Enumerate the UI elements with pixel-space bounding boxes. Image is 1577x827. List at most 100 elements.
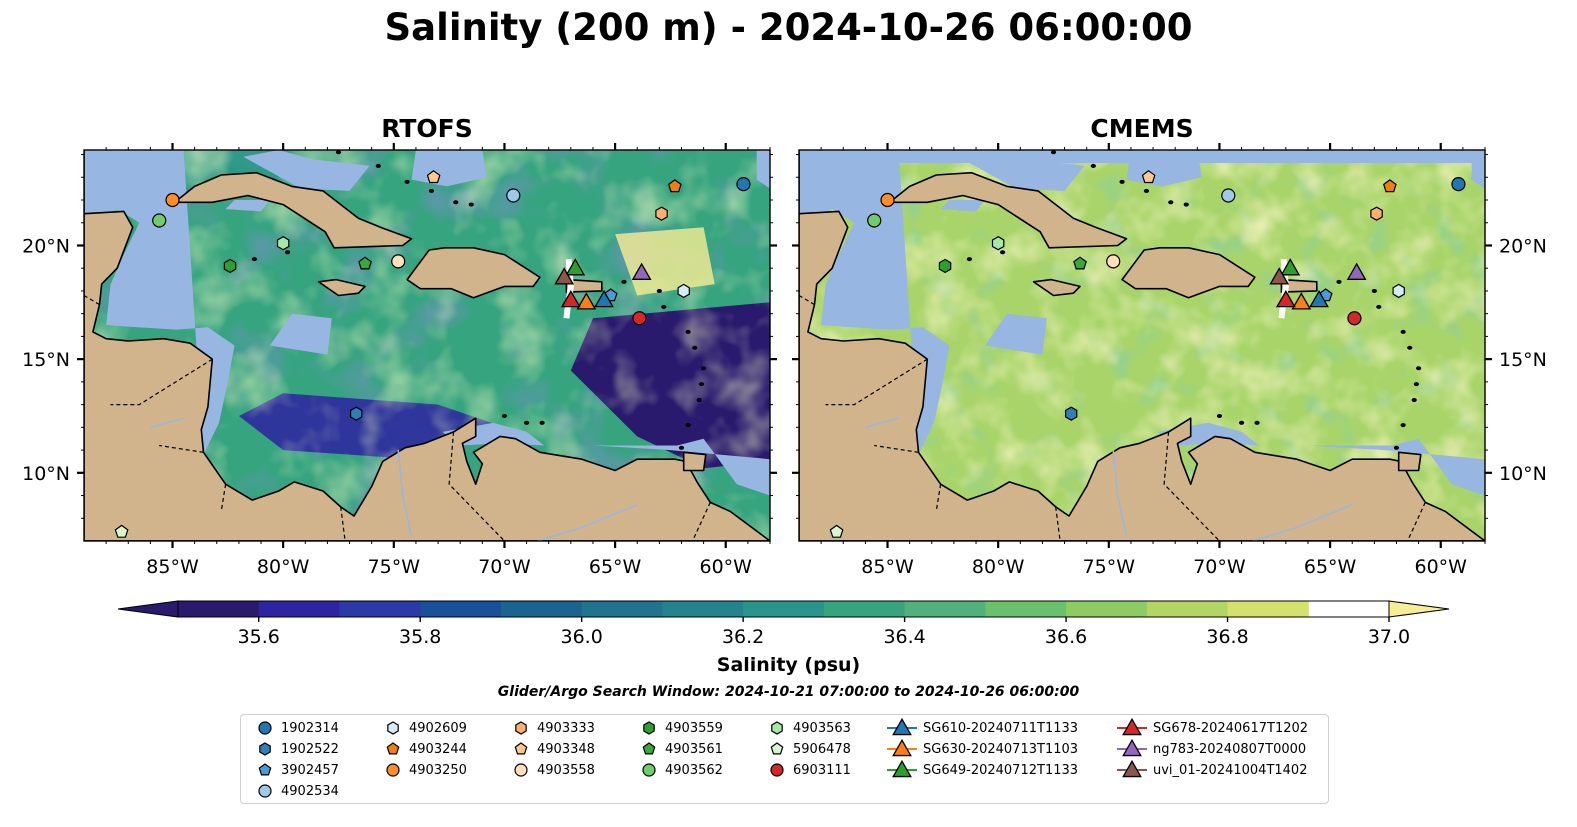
obs-marker-SG610-20240711T1133 bbox=[594, 289, 614, 308]
small-island bbox=[1411, 398, 1417, 403]
small-island bbox=[1336, 279, 1342, 284]
obs-marker-SG630-20240713T1103 bbox=[576, 292, 597, 310]
legend-marker-icon bbox=[386, 742, 400, 755]
lat-tick-label: 20°N bbox=[1499, 235, 1547, 257]
colorbar: 35.6 35.8 36.0 36.2 36.4 36.6 36.8 37.0 bbox=[117, 600, 1450, 648]
legend-label: 4902534 bbox=[281, 783, 339, 799]
country-border bbox=[825, 358, 928, 406]
figure-title: Salinity (200 m) - 2024-10-26 06:00:00 bbox=[384, 6, 1193, 49]
colorbar-segment bbox=[985, 601, 1067, 617]
legend-marker-icon bbox=[770, 742, 784, 755]
small-island bbox=[692, 345, 698, 350]
obs-marker-SG678-20240617T1202 bbox=[560, 289, 581, 308]
legend-marker-icon bbox=[642, 742, 656, 755]
colorbar-tick-label: 35.8 bbox=[399, 626, 441, 648]
obs-marker-4902609 bbox=[677, 283, 690, 299]
legend-marker-icon bbox=[1117, 760, 1147, 778]
obs-marker-SG649-20240712T1133 bbox=[1280, 258, 1301, 276]
lon-tick-label: 85°W bbox=[861, 556, 914, 578]
obs-marker-1902314 bbox=[736, 176, 751, 192]
lon-tick-label: 65°W bbox=[1304, 556, 1357, 578]
shallow-shelf bbox=[799, 150, 950, 455]
legend-label: ng783-20240807T0000 bbox=[1153, 741, 1307, 757]
land-cuba bbox=[888, 171, 1128, 249]
small-island bbox=[468, 202, 474, 207]
small-island bbox=[661, 304, 667, 309]
colorbar-segment bbox=[1066, 601, 1148, 617]
obs-marker-4902534 bbox=[506, 188, 521, 203]
legend-symbol bbox=[514, 763, 528, 777]
legend-marker-icon bbox=[259, 742, 271, 756]
lon-tick-label: 80°W bbox=[257, 556, 310, 578]
legend-symbol bbox=[1122, 718, 1142, 736]
colorbar-segment bbox=[500, 601, 583, 617]
lon-tick-label: 75°W bbox=[1083, 556, 1136, 578]
small-island bbox=[501, 413, 508, 418]
legend-item: 4903563 bbox=[767, 718, 851, 738]
legend-symbol bbox=[892, 760, 912, 778]
legend-label: 6903111 bbox=[793, 762, 851, 778]
small-island bbox=[966, 257, 972, 262]
legend-symbol bbox=[515, 721, 527, 735]
lon-tick-label: 65°W bbox=[589, 556, 642, 578]
legend-item: 4903558 bbox=[511, 760, 595, 780]
country-border bbox=[692, 502, 711, 541]
legend-item: SG610-20240711T1133 bbox=[887, 718, 1078, 738]
colorbar-segment bbox=[743, 601, 825, 617]
legend-marker-icon bbox=[887, 760, 917, 778]
obs-marker-4903333 bbox=[655, 206, 668, 221]
legend-item: SG630-20240713T1103 bbox=[887, 739, 1078, 759]
small-island bbox=[1168, 200, 1174, 205]
legend-item: 4902609 bbox=[383, 718, 467, 738]
land-cuba bbox=[173, 171, 413, 249]
country-border bbox=[159, 444, 204, 453]
small-island bbox=[453, 200, 459, 205]
legend-label: 5906478 bbox=[793, 741, 851, 757]
legend-label: 4903250 bbox=[409, 762, 467, 778]
small-island bbox=[1238, 420, 1245, 425]
legend-item: 4903348 bbox=[511, 739, 595, 759]
legend-symbol bbox=[259, 742, 271, 756]
small-island bbox=[1393, 445, 1400, 450]
small-island bbox=[656, 288, 662, 293]
land-trinidad bbox=[682, 451, 707, 472]
small-island bbox=[678, 445, 685, 450]
shallow-shelf bbox=[593, 438, 770, 496]
panel-title-cmems: CMEMS bbox=[1090, 114, 1194, 143]
legend: 1902314 1902522 3902457 4902534 4902609 49032… bbox=[240, 714, 1329, 804]
small-island bbox=[1090, 163, 1096, 168]
colorbar-tick-label: 36.2 bbox=[722, 626, 764, 648]
colorbar-tick-label: 36.0 bbox=[561, 626, 603, 648]
small-island bbox=[1376, 304, 1382, 309]
colorbar-segment bbox=[1227, 601, 1309, 617]
legend-item: ng783-20240807T0000 bbox=[1117, 739, 1306, 759]
legend-item: 3902457 bbox=[255, 760, 339, 780]
legend-label: 1902314 bbox=[281, 720, 339, 736]
legend-label: 4902609 bbox=[409, 720, 467, 736]
small-island bbox=[1400, 423, 1406, 428]
lat-tick-label: 15°N bbox=[22, 349, 70, 371]
small-island bbox=[685, 329, 691, 334]
small-island bbox=[1143, 188, 1150, 193]
legend-symbol bbox=[770, 742, 784, 755]
obs-marker-4903559 bbox=[938, 258, 952, 274]
small-island bbox=[1416, 366, 1422, 371]
colorbar-segment bbox=[662, 601, 744, 617]
small-island bbox=[698, 382, 705, 387]
obs-marker-SG610-20240711T1133 bbox=[1309, 289, 1329, 308]
legend-symbol bbox=[258, 784, 272, 798]
panel-title-rtofs: RTOFS bbox=[381, 114, 473, 143]
search-window-text: Glider/Argo Search Window: 2024-10-21 07… bbox=[497, 684, 1080, 700]
land-jamaica bbox=[317, 278, 366, 297]
small-island bbox=[1119, 179, 1125, 184]
country-border bbox=[84, 294, 100, 306]
legend-label: 1902522 bbox=[281, 741, 339, 757]
obs-marker-4902609 bbox=[1392, 283, 1405, 299]
obs-marker-4903244 bbox=[1382, 179, 1397, 193]
shallow-shelf bbox=[269, 313, 332, 355]
colorbar-label: Salinity (psu) bbox=[716, 654, 861, 676]
country-border bbox=[874, 444, 919, 453]
legend-item: 4903561 bbox=[639, 739, 723, 759]
small-island bbox=[1413, 382, 1419, 387]
legend-label: uvi_01-20241004T1402 bbox=[1153, 762, 1308, 778]
